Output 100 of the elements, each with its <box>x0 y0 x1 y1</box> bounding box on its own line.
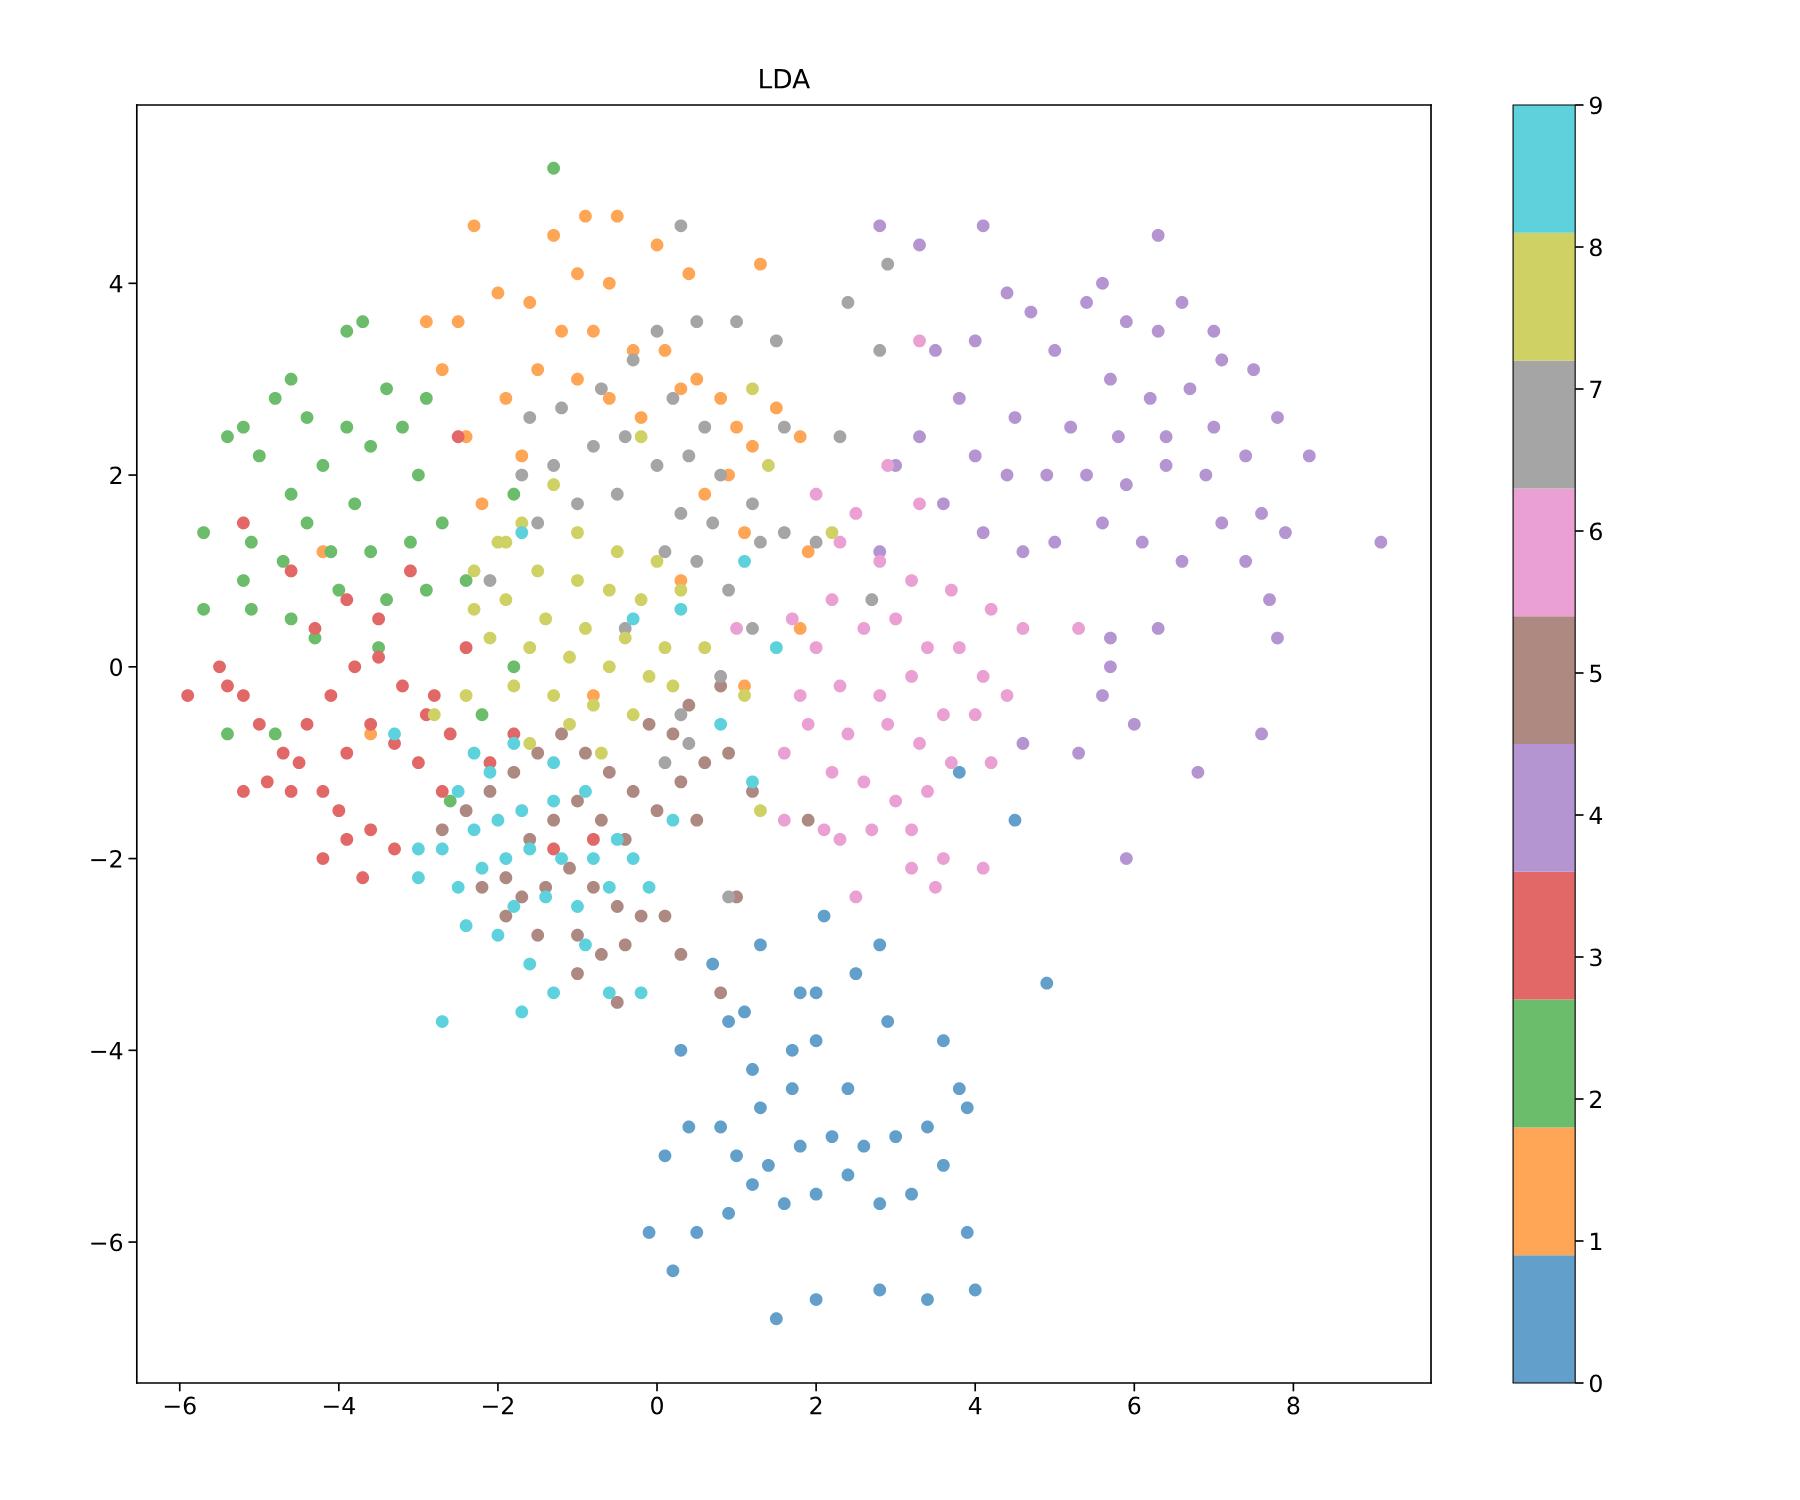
point <box>873 1197 887 1211</box>
point <box>754 938 767 952</box>
color-bar-label: 4 <box>1589 806 1603 824</box>
point <box>746 622 759 635</box>
point <box>491 286 505 300</box>
point <box>213 660 226 674</box>
point <box>571 526 584 539</box>
point <box>706 516 720 530</box>
point <box>849 507 863 520</box>
point <box>571 574 584 587</box>
point <box>809 535 823 549</box>
point <box>658 344 672 357</box>
y-tick-label: −6 <box>91 1233 123 1252</box>
y-tick-label: −2 <box>91 850 122 868</box>
point <box>586 832 600 846</box>
point <box>435 842 449 856</box>
point <box>547 161 561 175</box>
point <box>754 1101 767 1115</box>
chart-title: LDA <box>760 69 810 89</box>
point <box>579 746 592 760</box>
point <box>435 363 449 377</box>
point <box>539 890 553 904</box>
point <box>754 257 767 271</box>
point <box>769 1312 783 1326</box>
point <box>881 1015 895 1028</box>
point <box>594 948 608 961</box>
y-tick-label: 0 <box>110 658 123 677</box>
point <box>889 612 903 626</box>
point <box>610 487 624 501</box>
point <box>913 497 926 511</box>
point <box>849 967 863 981</box>
point <box>921 1120 934 1134</box>
color-bar-label: 5 <box>1590 664 1602 683</box>
point <box>714 986 728 1000</box>
point <box>459 689 473 702</box>
point <box>626 612 640 626</box>
point <box>857 622 871 635</box>
point <box>722 583 736 597</box>
point <box>555 324 568 338</box>
point <box>714 670 728 683</box>
point <box>666 813 680 827</box>
point <box>809 1034 823 1048</box>
point <box>666 391 680 405</box>
point <box>921 1293 934 1306</box>
point <box>769 641 783 655</box>
point <box>626 708 640 722</box>
point <box>610 832 624 846</box>
point <box>746 775 759 789</box>
point <box>284 612 298 626</box>
point <box>435 823 449 837</box>
point <box>380 593 393 607</box>
point <box>419 583 433 597</box>
point <box>857 1139 871 1153</box>
point <box>634 986 648 1000</box>
point <box>634 411 648 424</box>
point <box>650 459 664 472</box>
point <box>658 756 672 770</box>
point <box>555 401 568 415</box>
point <box>746 1178 759 1191</box>
point <box>475 497 489 511</box>
point <box>547 689 561 702</box>
color-bar-label: 2 <box>1590 1090 1602 1108</box>
point <box>809 1187 823 1201</box>
point <box>292 756 306 770</box>
point <box>284 564 298 578</box>
point <box>650 238 664 252</box>
point <box>785 1043 799 1057</box>
point <box>571 794 584 808</box>
point <box>515 526 529 539</box>
point <box>563 650 576 664</box>
point <box>801 813 815 827</box>
point <box>268 391 282 405</box>
point <box>586 880 600 894</box>
x-tick-label: 4 <box>968 1396 982 1415</box>
point <box>221 430 234 444</box>
point <box>650 554 664 568</box>
point <box>602 660 616 674</box>
point <box>515 468 529 482</box>
point <box>451 315 465 329</box>
point <box>467 602 481 616</box>
point <box>642 670 656 683</box>
point <box>841 1082 855 1096</box>
point <box>722 890 736 904</box>
point <box>817 823 831 837</box>
point <box>507 679 521 693</box>
x-tick-label: 0 <box>651 1396 663 1415</box>
point <box>571 967 584 981</box>
color-bar-label: 3 <box>1590 948 1602 967</box>
point <box>594 746 608 760</box>
point <box>499 391 513 405</box>
point <box>523 957 537 971</box>
point <box>626 785 640 798</box>
point <box>722 746 736 760</box>
point <box>952 1082 966 1096</box>
point <box>666 727 680 741</box>
point <box>531 363 545 377</box>
point <box>579 622 592 635</box>
point <box>777 420 791 434</box>
point <box>833 832 847 846</box>
point <box>459 804 473 818</box>
